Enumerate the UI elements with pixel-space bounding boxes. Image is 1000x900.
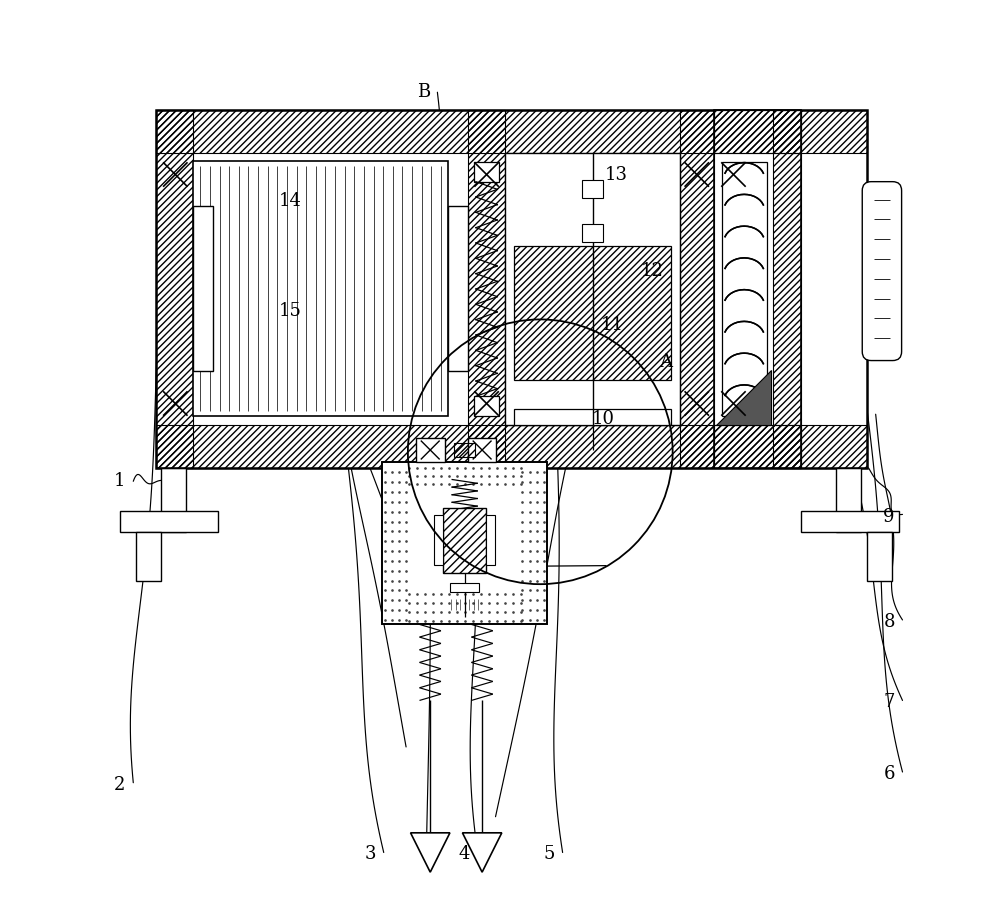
Polygon shape <box>411 832 450 872</box>
Bar <box>120 511 218 532</box>
Bar <box>505 153 680 425</box>
Bar <box>416 438 445 462</box>
Bar <box>156 425 867 468</box>
Polygon shape <box>462 832 502 872</box>
Bar <box>680 110 714 468</box>
Bar <box>382 462 547 625</box>
Bar <box>836 468 861 532</box>
Bar <box>714 110 801 153</box>
Text: 12: 12 <box>641 262 663 280</box>
Text: 7: 7 <box>883 693 895 711</box>
Bar <box>156 110 867 468</box>
Bar <box>722 162 767 416</box>
Text: 1: 1 <box>114 472 126 490</box>
Bar <box>714 110 801 468</box>
Bar <box>136 532 161 581</box>
Bar <box>801 511 899 532</box>
Bar <box>773 110 801 468</box>
Bar <box>582 180 603 198</box>
Text: 10: 10 <box>591 410 614 427</box>
Text: 11: 11 <box>600 316 623 334</box>
Bar <box>514 409 671 425</box>
Text: B: B <box>417 83 431 101</box>
Bar <box>193 161 448 416</box>
Text: 2: 2 <box>114 777 126 795</box>
Bar <box>448 206 468 372</box>
Bar <box>474 396 499 416</box>
Text: 13: 13 <box>605 166 628 184</box>
Text: 14: 14 <box>278 193 301 211</box>
Bar <box>582 224 603 241</box>
Text: 4: 4 <box>459 845 470 863</box>
Bar <box>161 468 186 532</box>
Bar <box>443 508 486 572</box>
Bar <box>486 516 495 565</box>
Text: 9: 9 <box>883 508 895 526</box>
Bar <box>193 206 213 372</box>
Bar <box>468 110 505 468</box>
Text: A: A <box>659 354 672 372</box>
Bar <box>714 425 801 468</box>
Bar <box>514 246 671 380</box>
Text: 6: 6 <box>883 765 895 783</box>
Bar <box>450 583 479 592</box>
Bar <box>468 438 496 462</box>
Text: 5: 5 <box>544 845 555 863</box>
Text: 8: 8 <box>883 613 895 631</box>
Bar <box>156 110 193 468</box>
Bar <box>434 516 443 565</box>
Polygon shape <box>716 370 771 425</box>
Bar <box>474 162 499 182</box>
Text: 3: 3 <box>365 845 376 863</box>
FancyBboxPatch shape <box>862 182 902 361</box>
Bar <box>156 110 867 153</box>
Bar <box>867 532 892 581</box>
Text: 15: 15 <box>278 302 301 320</box>
Bar <box>454 443 475 457</box>
